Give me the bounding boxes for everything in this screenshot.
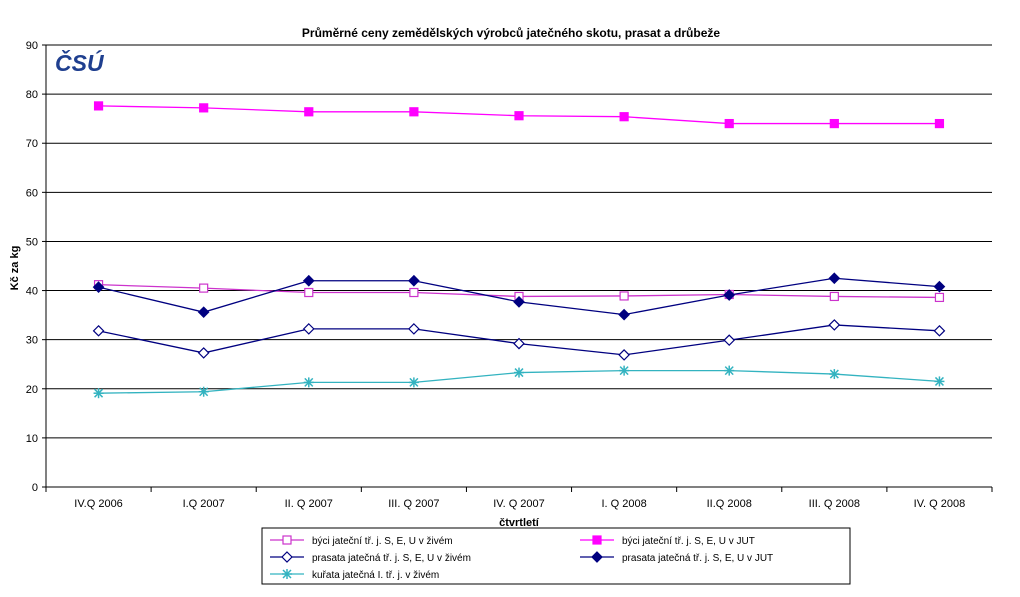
data-point <box>829 291 839 302</box>
data-point <box>197 306 210 319</box>
data-point <box>92 281 105 293</box>
chart-title: Průměrné ceny zemědělských výrobců jateč… <box>302 26 720 40</box>
series-4 <box>92 272 946 321</box>
gridlines <box>46 44 992 439</box>
data-point <box>409 107 419 117</box>
series-lines <box>92 101 946 399</box>
x-tick-label: III. Q 2008 <box>809 498 860 510</box>
legend-label: býci jateční tř. j. S, E, U v JUT <box>622 536 755 547</box>
legend-label: býci jateční tř. j. S, E, U v živém <box>312 536 453 547</box>
data-point <box>514 111 524 121</box>
y-tick-label: 10 <box>26 433 38 445</box>
data-point <box>409 287 419 298</box>
x-tick-label: IV. Q 2008 <box>914 498 966 510</box>
y-tick-label: 20 <box>26 384 38 396</box>
y-tick-label: 0 <box>32 482 38 494</box>
legend-item: kuřata jatečná I. tř. j. v živém <box>270 569 439 581</box>
data-point <box>618 349 630 361</box>
legend-marker <box>281 551 293 563</box>
series-5 <box>93 365 945 399</box>
legend-label: prasata jatečná tř. j. S, E, U v živém <box>312 553 471 564</box>
data-point <box>619 365 630 376</box>
data-point <box>618 308 630 321</box>
data-point <box>828 272 841 285</box>
data-point <box>199 283 209 293</box>
data-point <box>198 386 209 397</box>
series-3 <box>92 319 946 361</box>
data-point <box>408 323 420 335</box>
series-2 <box>93 101 945 129</box>
data-point <box>723 289 736 301</box>
legend-item: prasata jatečná tř. j. S, E, U v živém <box>270 551 471 564</box>
legend-item: prasata jatečná tř. j. S, E, U v JUT <box>580 551 773 564</box>
y-axis-label: Kč za kg <box>9 246 21 291</box>
legend-item: býci jateční tř. j. S, E, U v JUT <box>580 535 755 547</box>
data-point <box>933 324 946 337</box>
data-point <box>829 369 840 380</box>
data-point <box>93 101 104 111</box>
y-tick-label: 50 <box>26 236 38 248</box>
csu-logo: ČSÚ <box>55 49 105 76</box>
y-tick-label: 70 <box>26 138 38 150</box>
data-point <box>303 377 314 388</box>
data-point <box>513 337 525 350</box>
x-tick-label: I. Q 2008 <box>601 498 646 510</box>
data-point <box>92 324 105 337</box>
x-tick-label: IV. Q 2007 <box>493 498 545 510</box>
data-point <box>514 367 524 378</box>
x-tick-label: II.Q 2008 <box>707 498 752 510</box>
data-point <box>934 292 945 303</box>
data-point <box>197 347 210 359</box>
data-point <box>408 377 419 388</box>
data-point <box>619 112 629 122</box>
legend-marker <box>282 535 292 545</box>
y-tick-label: 60 <box>26 187 38 199</box>
y-tick-label: 40 <box>26 286 38 298</box>
legend: býci jateční tř. j. S, E, U v živém býci … <box>261 527 851 585</box>
y-tick-label: 80 <box>26 89 38 101</box>
data-point <box>723 334 736 347</box>
x-tick-label: III. Q 2007 <box>388 498 439 510</box>
legend-box <box>261 527 851 585</box>
data-point <box>93 388 104 399</box>
logo-text: ČSÚ <box>55 49 105 76</box>
data-point <box>199 103 209 113</box>
data-point <box>513 296 525 308</box>
data-point <box>724 118 734 129</box>
x-tick-label: I.Q 2007 <box>183 498 225 510</box>
legend-marker <box>592 535 602 545</box>
x-axis-ticks: IV.Q 2006 I.Q 2007 II. Q 2007 III. Q 2007 IV… <box>45 487 993 510</box>
x-tick-label: IV.Q 2006 <box>74 498 123 510</box>
data-point <box>724 365 735 376</box>
data-point <box>304 287 314 298</box>
x-axis-label: čtvrtletí <box>499 517 540 529</box>
y-tick-label: 90 <box>26 40 38 52</box>
data-point <box>934 376 945 387</box>
data-point <box>304 107 314 117</box>
legend-label: prasata jatečná tř. j. S, E, U v JUT <box>622 553 773 564</box>
data-point <box>408 274 420 287</box>
data-point <box>934 118 945 129</box>
data-point <box>828 319 841 331</box>
data-point <box>619 291 629 301</box>
legend-marker <box>282 569 292 579</box>
data-point <box>302 323 315 335</box>
data-point <box>829 118 839 129</box>
x-tick-label: II. Q 2007 <box>285 498 333 510</box>
axes <box>45 45 992 488</box>
legend-marker <box>591 551 603 563</box>
y-axis-ticks: 0 10 20 30 40 50 60 70 80 90 <box>26 40 46 494</box>
data-point <box>933 280 946 293</box>
y-tick-label: 30 <box>26 335 38 347</box>
data-point <box>302 274 315 287</box>
legend-label: kuřata jatečná I. tř. j. v živém <box>312 570 439 581</box>
legend-item: býci jateční tř. j. S, E, U v živém <box>270 535 453 547</box>
